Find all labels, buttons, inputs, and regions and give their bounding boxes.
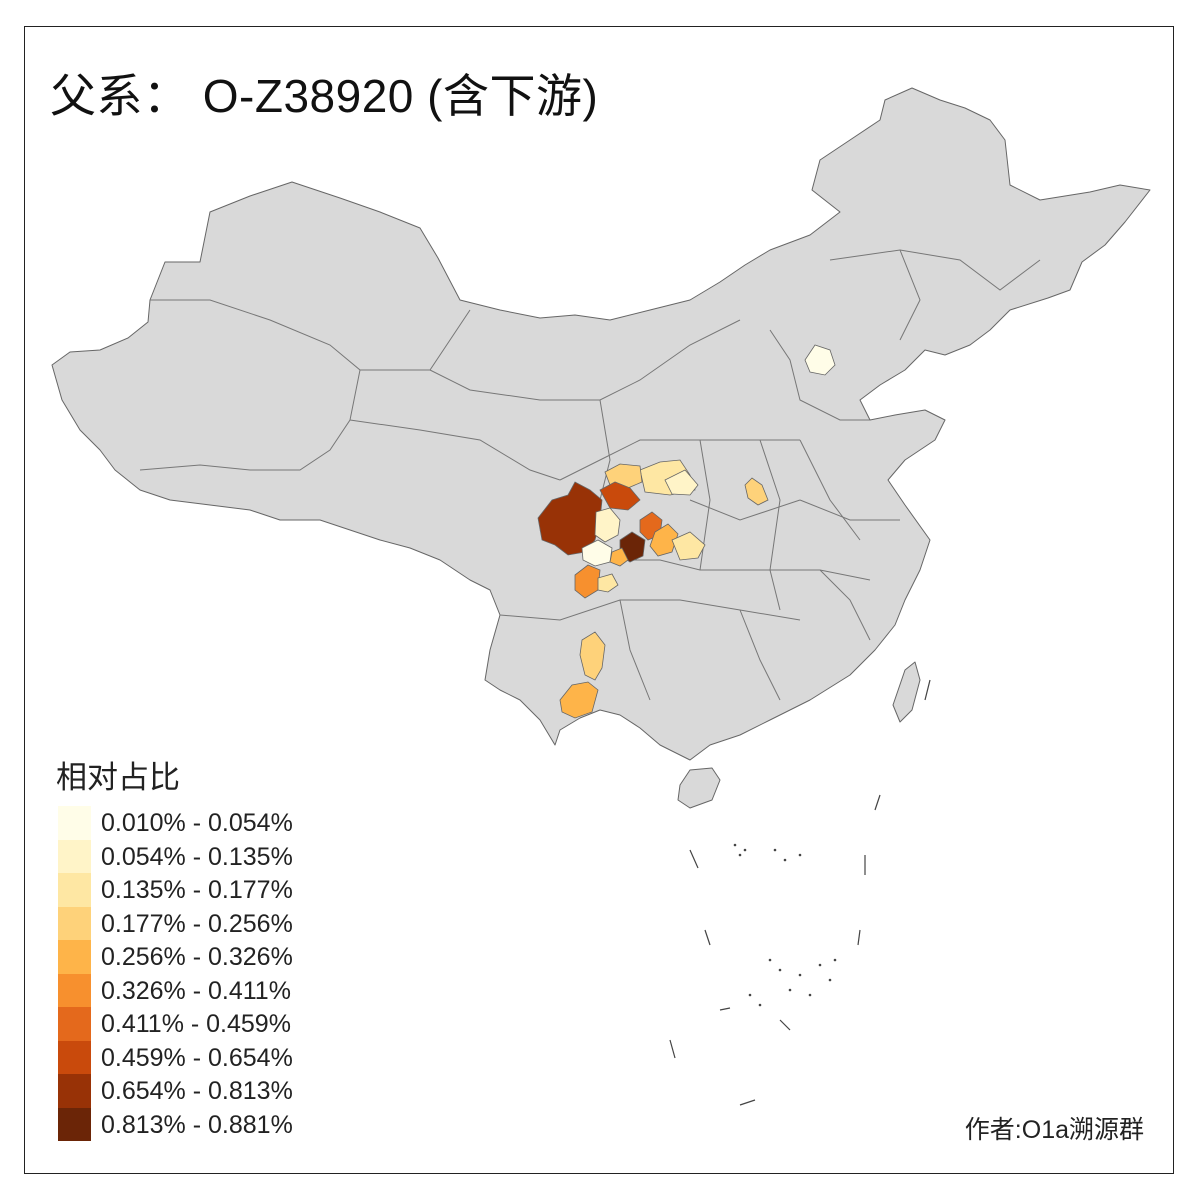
mainland-china <box>51 87 1151 761</box>
region-sichuan-south-b <box>597 573 619 593</box>
region-dazhou <box>649 523 679 557</box>
island-dots <box>733 843 837 1007</box>
hainan-island <box>677 767 721 809</box>
region-beijing <box>804 344 836 376</box>
region-shaanxi-south-b <box>664 469 699 496</box>
legend-label: 0.177% - 0.256% <box>101 909 293 938</box>
legend-label: 0.459% - 0.654% <box>101 1043 293 1072</box>
legend-title: 相对占比 <box>56 760 180 795</box>
legend-swatch <box>58 1040 91 1074</box>
legend-swatch <box>58 873 91 907</box>
region-yunnan-central <box>579 631 606 681</box>
taiwan-island <box>892 661 921 723</box>
south-sea-islands <box>669 679 931 1106</box>
legend-label: 0.054% - 0.135% <box>101 842 293 871</box>
legend-swatch <box>58 1107 91 1141</box>
region-chongqing-north <box>609 547 629 567</box>
legend-swatch <box>58 1074 91 1108</box>
legend-label: 0.654% - 0.813% <box>101 1077 293 1105</box>
author-credit: 作者:O1a溯源群 <box>964 1116 1144 1144</box>
legend-label: 0.813% - 0.881% <box>101 1110 293 1139</box>
region-sichuan-east <box>671 531 706 561</box>
region-yunnan-south <box>559 681 599 719</box>
region-henan-spot <box>744 477 769 506</box>
legend-swatch <box>58 906 91 940</box>
legend-swatch <box>58 839 91 873</box>
map-title: 父系： O-Z38920 (含下游) <box>50 70 599 122</box>
legend-swatch <box>58 1007 91 1041</box>
legend-label: 0.256% - 0.326% <box>101 943 293 971</box>
region-sichuan-central <box>594 507 621 543</box>
legend-swatch <box>58 806 91 840</box>
legend-label: 0.135% - 0.177% <box>101 876 293 904</box>
legend-label: 0.411% - 0.459% <box>101 1010 291 1038</box>
legend-label: 0.010% - 0.054% <box>101 809 293 837</box>
legend-swatch <box>58 940 91 974</box>
legend-swatch <box>58 973 91 1007</box>
legend-label: 0.326% - 0.411% <box>101 976 291 1005</box>
